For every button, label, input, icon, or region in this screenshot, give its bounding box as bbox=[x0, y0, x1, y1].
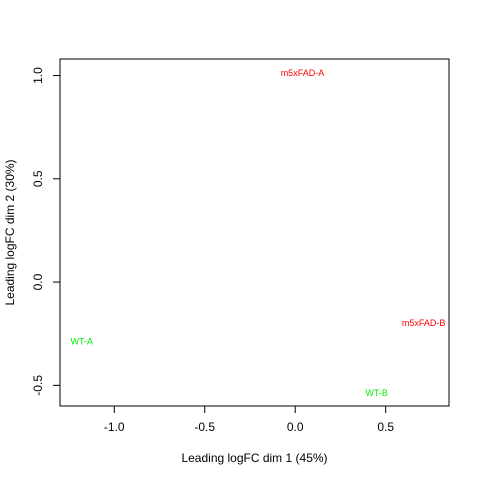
x-tick-label: 0.0 bbox=[287, 420, 304, 434]
x-axis-label: Leading logFC dim 1 (45%) bbox=[181, 451, 327, 465]
x-tick-label: -1.0 bbox=[104, 420, 125, 434]
y-axis-label: Leading logFC dim 2 (30%) bbox=[3, 159, 17, 305]
y-tick-label: 1.0 bbox=[31, 67, 45, 84]
x-tick-label: -0.5 bbox=[194, 420, 215, 434]
point-label: m5xFAD-B bbox=[402, 318, 446, 328]
y-tick-label: 0.5 bbox=[31, 170, 45, 187]
y-tick-label: 0.0 bbox=[31, 273, 45, 290]
point-label: m5xFAD-A bbox=[281, 68, 325, 78]
point-label: WT-B bbox=[365, 388, 388, 398]
point-labels: m5xFAD-A m5xFAD-B WT-A WT-B bbox=[70, 68, 445, 398]
y-tick-label: -0.5 bbox=[31, 375, 45, 396]
y-axis: -0.5 0.0 0.5 1.0 bbox=[31, 67, 61, 396]
plot-frame bbox=[59, 58, 450, 407]
x-tick-label: 0.5 bbox=[377, 420, 394, 434]
x-axis: -1.0 -0.5 0.0 0.5 bbox=[104, 405, 394, 434]
point-label: WT-A bbox=[70, 336, 93, 346]
